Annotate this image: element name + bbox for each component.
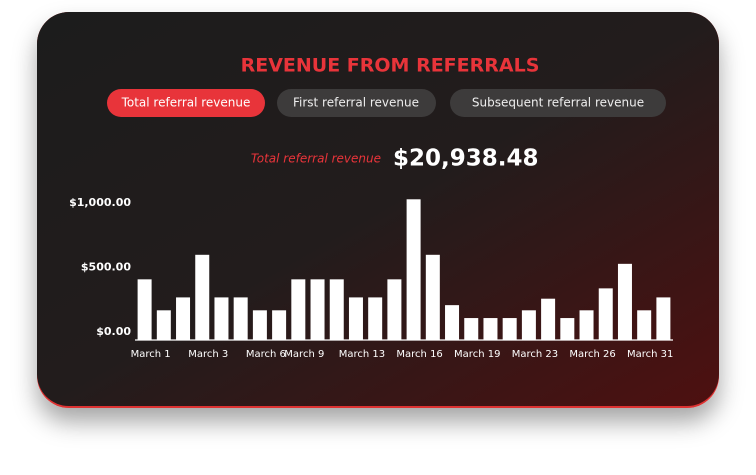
x-tick-label: March 23 <box>512 349 558 360</box>
bar <box>195 254 210 340</box>
bar <box>445 305 460 340</box>
x-tick-label: March 1 <box>131 349 171 360</box>
x-tick-label: March 13 <box>339 349 385 360</box>
bar <box>502 318 517 340</box>
x-tick-label: March 6 <box>246 349 286 360</box>
bar <box>637 310 652 340</box>
bar <box>425 254 440 340</box>
x-tick-label: March 3 <box>188 349 228 360</box>
bar <box>176 297 191 340</box>
x-tick-label: March 9 <box>284 349 324 360</box>
bar <box>329 279 344 340</box>
bar <box>214 297 229 340</box>
tab[interactable] <box>277 89 436 117</box>
bar <box>310 279 325 340</box>
bar <box>521 310 536 340</box>
tab-active[interactable] <box>107 89 265 117</box>
bar <box>348 297 363 340</box>
bar <box>579 310 594 340</box>
bar <box>291 279 306 340</box>
bar <box>272 310 287 340</box>
y-tick-label: $500.00 <box>81 260 131 273</box>
tab-label[interactable]: Total referral revenue <box>121 96 251 110</box>
summary-label: Total referral revenue <box>251 152 381 166</box>
bar <box>617 263 632 340</box>
bar <box>252 310 267 340</box>
summary-value: $20,938.48 <box>393 146 539 172</box>
bar <box>368 297 383 340</box>
bar <box>233 297 248 340</box>
bar <box>483 318 498 340</box>
tab-label[interactable]: First referral revenue <box>293 96 419 110</box>
bar <box>406 199 421 340</box>
chart-title: REVENUE FROM REFERRALS <box>241 55 540 77</box>
bar <box>464 318 479 340</box>
tab[interactable] <box>450 89 666 117</box>
bar <box>137 279 152 340</box>
bar <box>598 288 613 340</box>
bar <box>156 310 171 340</box>
x-tick-label: March 31 <box>627 349 673 360</box>
x-tick-label: March 26 <box>569 349 615 360</box>
y-tick-label: $1,000.00 <box>69 196 131 209</box>
y-tick-label: $0.00 <box>96 325 131 338</box>
bar <box>560 318 575 340</box>
bar <box>541 298 556 340</box>
x-tick-label: March 19 <box>454 349 500 360</box>
tab-label[interactable]: Subsequent referral revenue <box>472 96 644 110</box>
bar <box>387 279 402 340</box>
x-tick-label: March 16 <box>396 349 442 360</box>
bar <box>656 297 671 340</box>
